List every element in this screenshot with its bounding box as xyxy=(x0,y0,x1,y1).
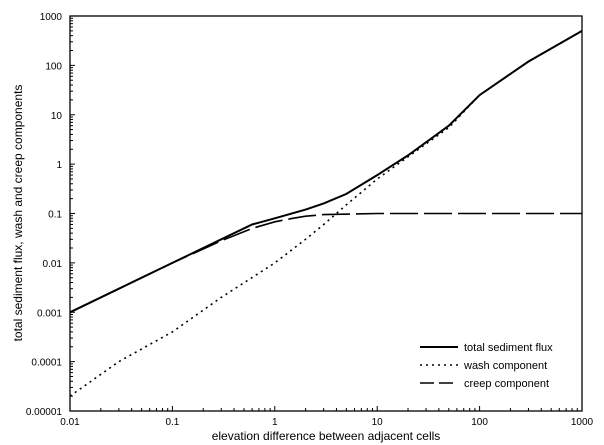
x-tick-label: 0.01 xyxy=(60,417,80,428)
y-tick-label: 1 xyxy=(56,160,62,171)
y-tick-label: 0.001 xyxy=(37,308,62,319)
y-axis-label: total sediment flux, wash and creep comp… xyxy=(11,85,25,342)
x-tick-label: 1000 xyxy=(571,417,594,428)
y-tick-label: 0.0001 xyxy=(31,358,62,369)
legend-label: creep component xyxy=(464,378,549,390)
x-tick-label: 0.1 xyxy=(165,417,179,428)
series-line-solid xyxy=(69,30,583,314)
legend-label: total sediment flux xyxy=(464,342,553,354)
y-tick-label: 0.01 xyxy=(43,259,63,270)
y-tick-label: 100 xyxy=(45,61,62,72)
legend-label: wash component xyxy=(463,360,547,372)
y-tick-label: 10 xyxy=(51,111,63,122)
x-axis-label: elevation difference between adjacent ce… xyxy=(212,429,441,443)
x-tick-label: 10 xyxy=(372,417,384,428)
legend: total sediment flux wash component creep c… xyxy=(420,342,553,390)
x-tick-label: 100 xyxy=(471,417,488,428)
series-line-dashed xyxy=(69,212,582,314)
y-tick-label: 0.1 xyxy=(48,210,62,221)
x-tick-label: 1 xyxy=(272,417,278,428)
y-tick-label: 0.00001 xyxy=(26,407,63,418)
y-tick-label: 1000 xyxy=(40,12,63,23)
